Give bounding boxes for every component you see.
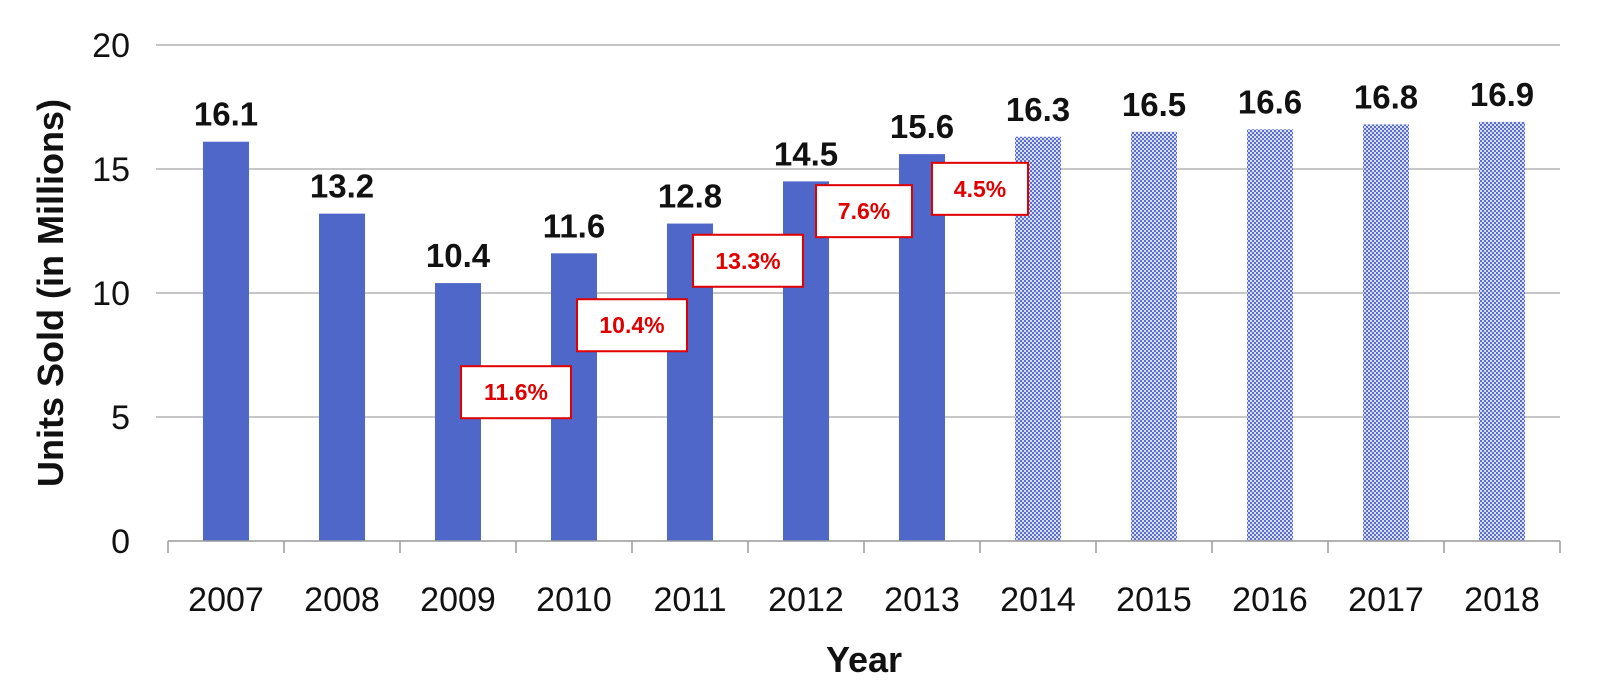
- x-tick-label: 2008: [304, 581, 380, 619]
- axes: 2007 2008 2009 2010 2011 2012 2013 2014 2015 2016…: [167, 540, 1561, 619]
- y-tick-label: 20: [92, 27, 130, 65]
- value-labels: 16.1 13.2 10.4 11.6 12.8 14.5 15.6 16.3 16.5 16.6…: [194, 76, 1534, 274]
- value-label: 16.6: [1238, 83, 1302, 120]
- value-label: 16.8: [1354, 78, 1418, 115]
- projected-bar: [1131, 131, 1177, 542]
- x-tick-label: 2017: [1348, 581, 1424, 619]
- y-tick-label: 0: [111, 523, 130, 561]
- x-tick-label: 2014: [1000, 581, 1076, 619]
- value-label: 13.2: [310, 168, 374, 205]
- x-tick-label: 2011: [653, 581, 726, 619]
- x-tick-label: 2010: [536, 581, 612, 619]
- x-axis-title: Year: [826, 639, 902, 680]
- value-label: 16.9: [1470, 76, 1534, 113]
- growth-label-box: [692, 233, 804, 288]
- value-label: 16.3: [1006, 91, 1070, 128]
- y-tick-label: 5: [111, 399, 130, 437]
- value-label: 16.1: [194, 96, 258, 133]
- value-label: 11.6: [543, 207, 605, 244]
- growth-label-box: [931, 161, 1029, 216]
- growth-label: 4.5%: [954, 176, 1006, 202]
- growth-label-box: [576, 298, 688, 353]
- growth-label: 7.6%: [838, 198, 890, 224]
- projected-bar: [1247, 129, 1293, 541]
- gridlines: 0 5 10 15 20: [92, 27, 1560, 561]
- growth-label-box: [815, 184, 913, 239]
- value-label: 16.5: [1122, 86, 1186, 123]
- growth-label: 11.6%: [484, 379, 548, 405]
- x-tick-label: 2012: [768, 581, 844, 619]
- y-tick-label: 15: [92, 151, 130, 189]
- value-label: 12.8: [658, 178, 722, 215]
- x-tick-label: 2018: [1464, 581, 1540, 619]
- bar: [203, 141, 249, 541]
- x-tick-label: 2015: [1116, 581, 1192, 619]
- growth-label: 13.3%: [715, 248, 780, 274]
- projected-bar: [1479, 121, 1525, 541]
- x-tick-label: 2013: [884, 581, 960, 619]
- projected-bar: [1363, 124, 1409, 542]
- y-axis-title: Units Sold (in Millions): [30, 99, 71, 487]
- growth-labels: 11.6% 10.4% 13.3% 7.6% 4.5%: [460, 161, 1029, 420]
- bars: [203, 121, 1525, 542]
- value-label: 14.5: [774, 135, 838, 172]
- value-label: 10.4: [426, 237, 491, 274]
- growth-label: 10.4%: [599, 312, 664, 338]
- x-tick-label: 2007: [188, 581, 264, 619]
- y-tick-label: 10: [92, 275, 130, 313]
- x-tick-label: 2009: [420, 581, 496, 619]
- growth-label-box: [460, 365, 572, 420]
- bar: [319, 213, 365, 541]
- x-tick-label: 2016: [1232, 581, 1308, 619]
- value-label: 15.6: [890, 108, 954, 145]
